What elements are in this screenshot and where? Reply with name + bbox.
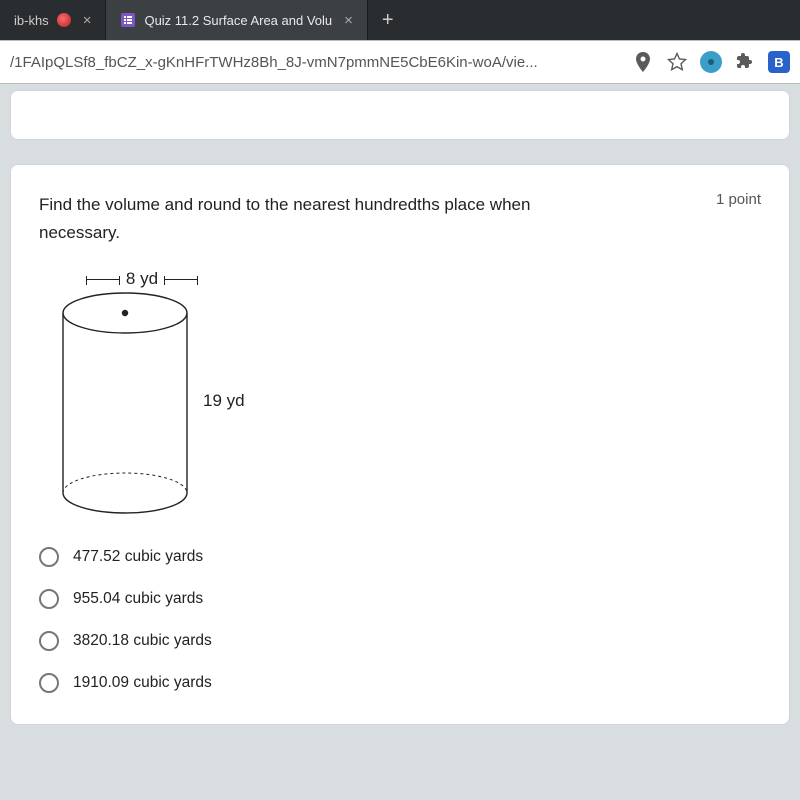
address-bar: /1FAIpQLSf8_fbCZ_x-gKnHFrTWHz8Bh_8J-vmN7… bbox=[0, 40, 800, 84]
option-1[interactable]: 955.04 cubic yards bbox=[39, 578, 761, 620]
cylinder-wrap: 19 yd bbox=[55, 291, 195, 516]
cylinder-figure: 8 yd 19 yd bbox=[47, 269, 237, 516]
previous-question-card bbox=[10, 90, 790, 140]
dim-tick-right bbox=[164, 279, 198, 280]
location-icon[interactable] bbox=[632, 52, 654, 72]
answer-options: 477.52 cubic yards 955.04 cubic yards 38… bbox=[39, 536, 761, 704]
extension-icon-b[interactable]: B bbox=[768, 51, 790, 73]
diameter-dimension: 8 yd bbox=[47, 269, 237, 289]
height-label: 19 yd bbox=[203, 391, 245, 411]
option-0[interactable]: 477.52 cubic yards bbox=[39, 536, 761, 578]
radio-icon bbox=[39, 589, 59, 609]
question-card: Find the volume and round to the nearest… bbox=[10, 164, 790, 725]
option-label: 1910.09 cubic yards bbox=[73, 674, 212, 692]
option-label: 955.04 cubic yards bbox=[73, 590, 203, 608]
star-icon[interactable] bbox=[666, 52, 688, 72]
new-tab-button[interactable]: + bbox=[368, 0, 408, 40]
question-points: 1 point bbox=[716, 191, 761, 208]
radio-icon bbox=[39, 631, 59, 651]
url-text[interactable]: /1FAIpQLSf8_fbCZ_x-gKnHFrTWHz8Bh_8J-vmN7… bbox=[10, 54, 620, 71]
extension-icon-1[interactable] bbox=[700, 51, 722, 73]
dim-tick-left bbox=[86, 279, 120, 280]
close-icon[interactable]: × bbox=[344, 12, 353, 29]
option-label: 3820.18 cubic yards bbox=[73, 632, 212, 650]
question-header: Find the volume and round to the nearest… bbox=[39, 191, 761, 247]
tab-prev-label: ib-khs bbox=[14, 13, 49, 28]
browser-tab-bar: ib-khs × Quiz 11.2 Surface Area and Volu… bbox=[0, 0, 800, 40]
option-label: 477.52 cubic yards bbox=[73, 548, 203, 566]
forms-icon bbox=[120, 12, 136, 28]
radio-icon bbox=[39, 673, 59, 693]
tab-active-label: Quiz 11.2 Surface Area and Volu bbox=[144, 13, 332, 28]
tab-prev[interactable]: ib-khs × bbox=[0, 0, 106, 40]
extension-b-label: B bbox=[774, 55, 783, 70]
tab-active[interactable]: Quiz 11.2 Surface Area and Volu × bbox=[106, 0, 367, 40]
radio-icon bbox=[39, 547, 59, 567]
cylinder-svg bbox=[55, 291, 195, 516]
option-2[interactable]: 3820.18 cubic yards bbox=[39, 620, 761, 662]
close-icon[interactable]: × bbox=[83, 12, 92, 29]
extension-icon-puzzle[interactable] bbox=[734, 51, 756, 73]
diameter-label: 8 yd bbox=[126, 269, 158, 289]
tab-favicon-red bbox=[57, 13, 71, 27]
option-3[interactable]: 1910.09 cubic yards bbox=[39, 662, 761, 704]
question-prompt: Find the volume and round to the nearest… bbox=[39, 191, 599, 247]
page-content: Find the volume and round to the nearest… bbox=[0, 90, 800, 725]
